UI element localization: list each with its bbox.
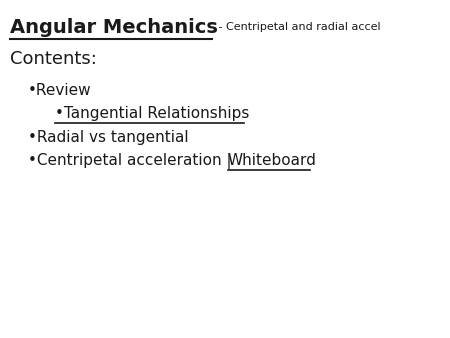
Text: - Centripetal and radial accel: - Centripetal and radial accel [215,22,381,32]
Text: •Tangential Relationships: •Tangential Relationships [55,106,249,121]
Text: Contents:: Contents: [10,50,97,68]
Text: Whiteboard: Whiteboard [228,153,317,168]
Text: •Review: •Review [28,83,92,98]
Text: •Radial vs tangential: •Radial vs tangential [28,130,189,145]
Text: •Centripetal acceleration |: •Centripetal acceleration | [28,153,237,169]
Text: Angular Mechanics: Angular Mechanics [10,18,218,37]
